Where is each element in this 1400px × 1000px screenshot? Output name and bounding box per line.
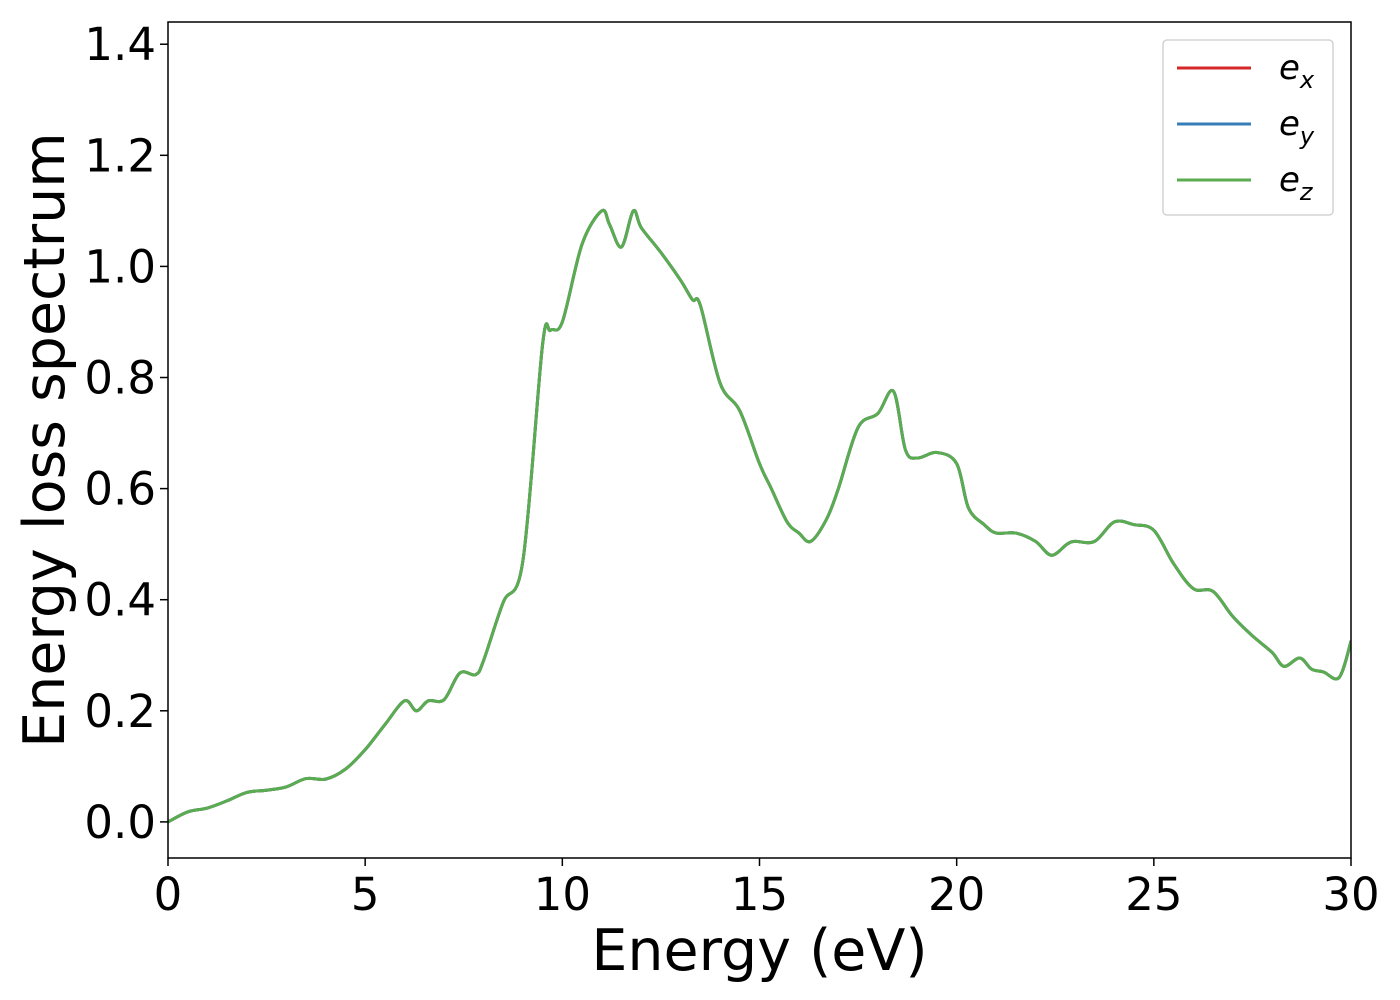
x-axis-title: Energy (eV) bbox=[591, 918, 927, 984]
y-tick-label: 1.0 bbox=[84, 240, 156, 293]
series-line-e-y bbox=[168, 208, 1351, 824]
x-axis: 0 5 10 15 20 25 30 bbox=[154, 858, 1380, 921]
y-tick-label: 1.2 bbox=[84, 129, 156, 182]
y-tick-label: 0.2 bbox=[84, 685, 156, 738]
y-tick-label: 0.8 bbox=[84, 352, 156, 405]
series-line-e-x bbox=[168, 208, 1351, 824]
y-tick-label: 0.4 bbox=[84, 574, 156, 627]
y-axis: 0.0 0.2 0.4 0.6 0.8 1.0 1.2 1.4 bbox=[84, 18, 168, 849]
legend-box bbox=[1162, 39, 1334, 216]
x-tick-label: 10 bbox=[534, 868, 591, 921]
y-tick-label: 0.6 bbox=[84, 463, 156, 516]
y-tick-label: 1.4 bbox=[84, 18, 156, 71]
x-tick-label: 0 bbox=[154, 868, 183, 921]
series-line-e-z bbox=[168, 208, 1351, 824]
x-tick-label: 20 bbox=[928, 868, 985, 921]
y-tick-label: 0.0 bbox=[84, 796, 156, 849]
legend-label: ex bbox=[1279, 48, 1315, 94]
x-tick-label: 25 bbox=[1125, 868, 1182, 921]
series-layer bbox=[168, 208, 1351, 824]
legend-label: ey bbox=[1279, 104, 1315, 150]
x-tick-label: 5 bbox=[351, 868, 380, 921]
x-tick-label: 15 bbox=[731, 868, 788, 921]
legend-label: ez bbox=[1279, 160, 1314, 206]
x-tick-label: 30 bbox=[1322, 868, 1379, 921]
y-axis-title: Energy loss spectrum bbox=[12, 132, 78, 748]
legend: ex ey ez bbox=[1162, 39, 1334, 216]
